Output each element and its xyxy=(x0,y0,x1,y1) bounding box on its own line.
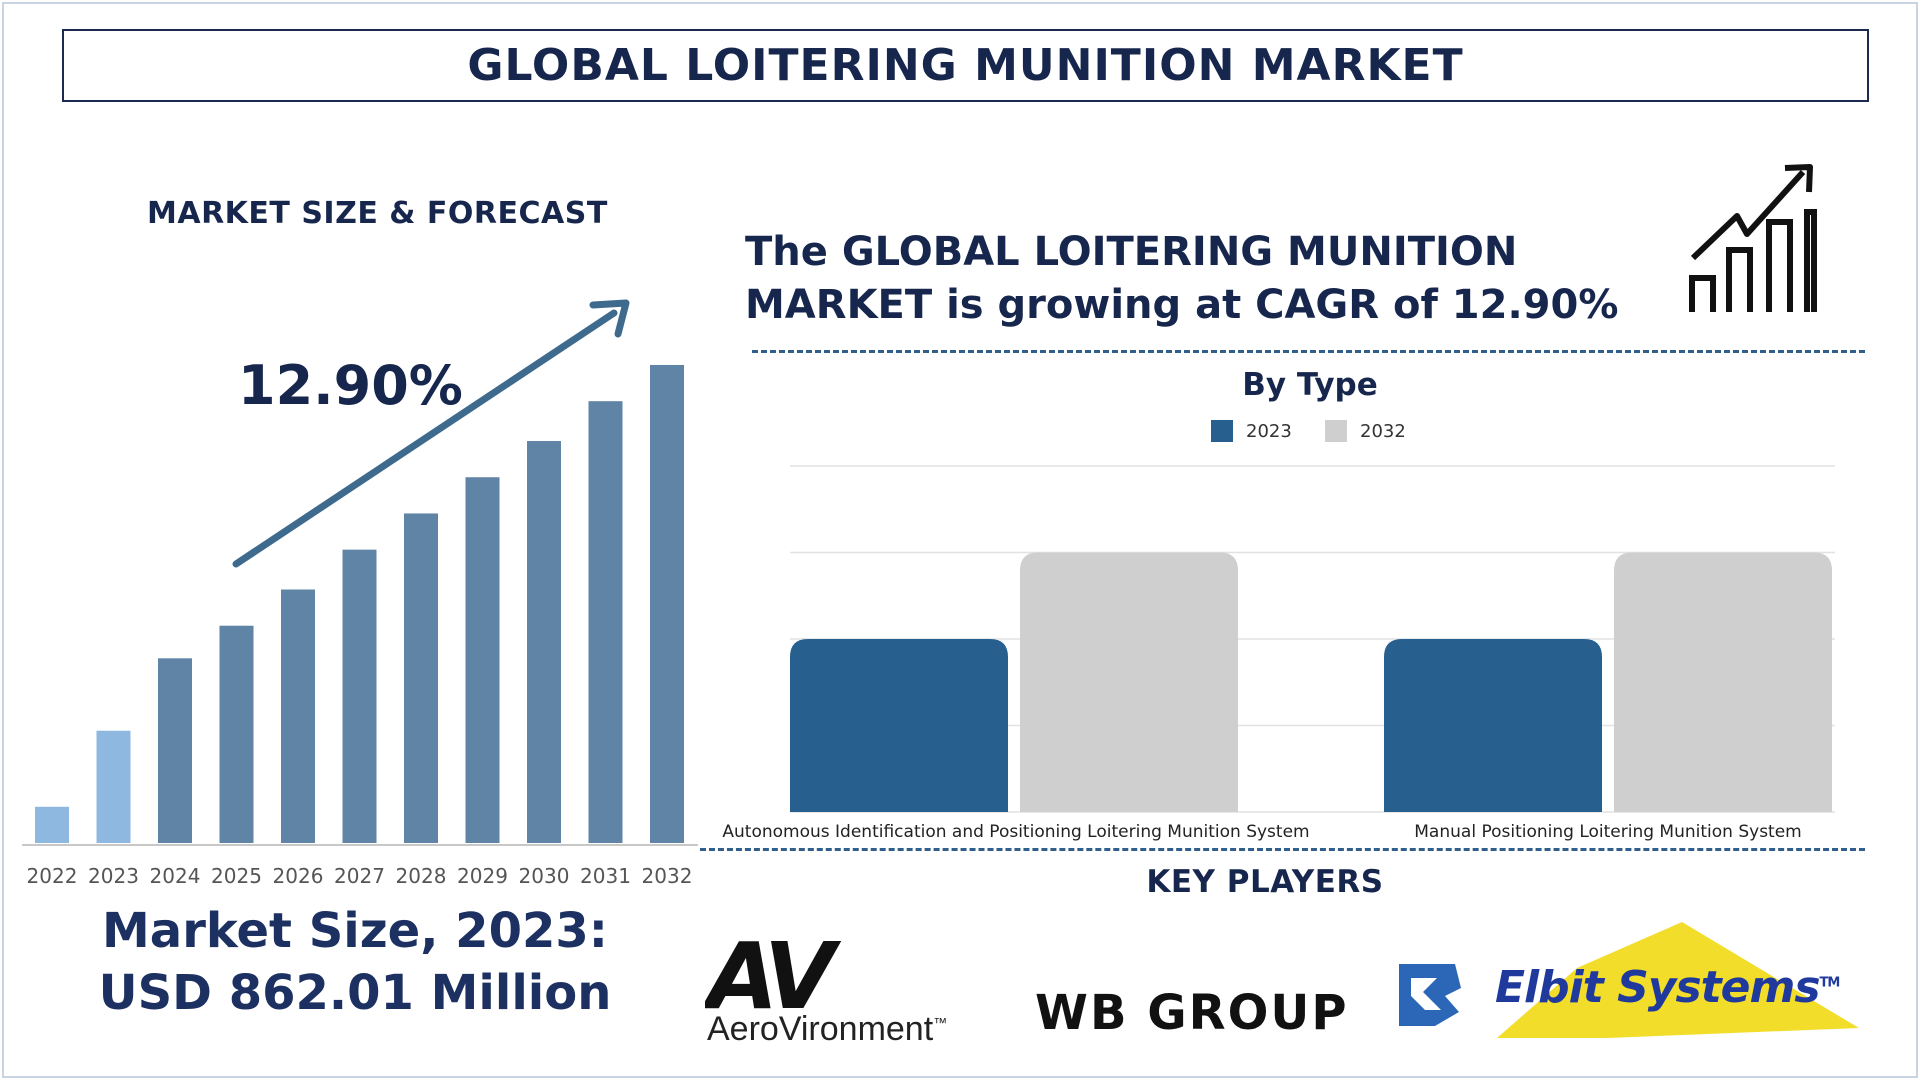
type-bar-manual-2032 xyxy=(1614,552,1832,812)
cagr-value: 12.90% xyxy=(238,354,463,417)
aerovironment-logo: AV xyxy=(705,938,850,1018)
forecast-bar-2031 xyxy=(588,401,623,843)
forecast-bar-2022 xyxy=(35,806,69,843)
year-label-2029: 2029 xyxy=(457,864,508,888)
elbit-tm: TM xyxy=(1819,975,1841,991)
category-label-manual: Manual Positioning Loitering Munition Sy… xyxy=(1414,822,1801,842)
forecast-bar-2025 xyxy=(219,625,254,843)
forecast-bar-2028 xyxy=(404,513,438,843)
page-title: GLOBAL LOITERING MUNITION MARKET xyxy=(467,40,1464,91)
year-label-2028: 2028 xyxy=(396,864,447,888)
year-label-2023: 2023 xyxy=(88,864,139,888)
year-label-2032: 2032 xyxy=(642,864,693,888)
legend-swatch-2023 xyxy=(1211,420,1233,442)
type-bar-manual-2023 xyxy=(1384,639,1602,812)
year-label-2025: 2025 xyxy=(211,864,262,888)
wb-group-wordmark: WB GROUP xyxy=(1035,985,1349,1041)
legend-2032: 2032 xyxy=(1325,420,1406,442)
category-label-autonomous: Autonomous Identification and Positionin… xyxy=(722,822,1309,842)
headline-line-2: MARKET is growing at CAGR of 12.90% xyxy=(745,282,1619,328)
aerovironment-name: AeroVironment xyxy=(707,1010,934,1048)
forecast-bar-2032 xyxy=(650,364,684,843)
trend-arrow-icon xyxy=(232,299,630,568)
year-label-2026: 2026 xyxy=(273,864,324,888)
elbit-systems-logo xyxy=(1497,922,1859,1038)
legend-2023: 2023 xyxy=(1211,420,1292,442)
aerovironment-wordmark: AeroVironment™ xyxy=(707,1010,947,1049)
title-banner: GLOBAL LOITERING MUNITION MARKET xyxy=(62,29,1869,102)
type-bar-autonomous-2032 xyxy=(1020,552,1238,812)
year-label-2027: 2027 xyxy=(334,864,385,888)
elbit-systems-wordmark: Elbit SystemsTM xyxy=(1495,962,1841,1013)
year-label-2022: 2022 xyxy=(27,864,78,888)
cagr-headline: The GLOBAL LOITERING MUNITION MARKET is … xyxy=(745,226,1645,332)
bar-chart-icon xyxy=(1689,164,1817,312)
forecast-bar-2030 xyxy=(527,441,561,843)
key-players-title: KEY PLAYERS xyxy=(1146,864,1384,900)
legend-label-2032: 2032 xyxy=(1360,420,1406,442)
forecast-bar-2024 xyxy=(158,658,192,843)
legend-swatch-2032 xyxy=(1325,420,1347,442)
elbit-systems-name: Elbit Systems xyxy=(1495,962,1821,1013)
market-size-label: Market Size, 2023: xyxy=(102,903,608,959)
year-label-2031: 2031 xyxy=(580,864,631,888)
market-size-value: USD 862.01 Million xyxy=(98,965,612,1021)
growth-chart: 2022 2023 2024 2025 2026 2027 2028 2029 2030 2031… xyxy=(22,299,698,888)
forecast-title: MARKET SIZE & FORECAST xyxy=(147,196,608,231)
type-bar-autonomous-2023 xyxy=(790,639,1008,812)
forecast-bar-2026 xyxy=(281,589,315,843)
elbit-triangle xyxy=(1497,922,1859,1038)
divider-bottom xyxy=(700,848,1865,851)
divider-top xyxy=(752,350,1865,353)
forecast-bar-2023 xyxy=(96,730,131,843)
headline-line-1: The GLOBAL LOITERING MUNITION xyxy=(745,229,1518,275)
market-size-block: Market Size, 2023: USD 862.01 Million xyxy=(70,900,640,1024)
aerovironment-tm: ™ xyxy=(933,1014,948,1031)
av-mark: AV xyxy=(705,938,842,1018)
year-label-2030: 2030 xyxy=(519,864,570,888)
wb-group-emblem-icon xyxy=(1399,964,1461,1026)
legend-label-2023: 2023 xyxy=(1246,420,1292,442)
year-label-2024: 2024 xyxy=(150,864,201,888)
by-type-chart: Autonomous Identification and Positionin… xyxy=(722,465,1835,842)
forecast-bar-2027 xyxy=(342,549,377,843)
forecast-bar-2029 xyxy=(465,477,500,843)
by-type-title: By Type xyxy=(1242,367,1378,403)
